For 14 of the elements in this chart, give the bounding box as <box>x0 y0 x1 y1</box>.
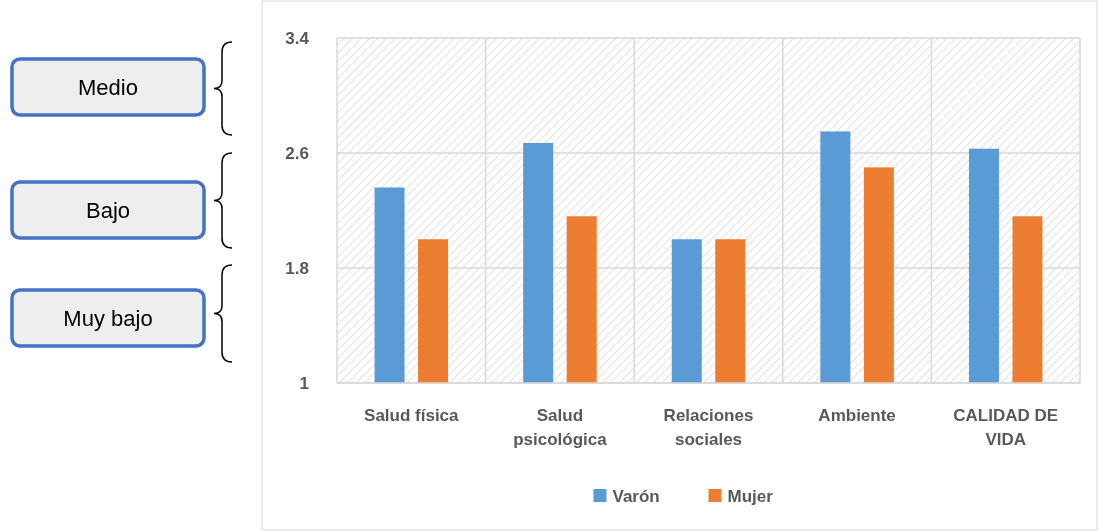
x-tick-label: Salud psicológica <box>513 406 608 449</box>
text: Bajo <box>85 197 131 223</box>
text: Muy bajo <box>63 305 153 331</box>
x-tick-label: CALIDAD DE VIDA <box>953 406 1059 449</box>
legend-label: Mujer <box>727 486 774 506</box>
y-tick-label: 2.6 <box>285 143 309 163</box>
legend-label: Varón <box>612 486 660 506</box>
y-tick-label: 1.8 <box>285 258 309 278</box>
x-tick-label: Ambiente <box>818 406 896 425</box>
x-tick-label: Relaciones sociales <box>663 406 754 449</box>
x-tick-label: Salud física <box>364 406 460 425</box>
y-tick-label: 1 <box>299 373 309 393</box>
text: Medio <box>78 74 138 100</box>
y-tick-label: 3.4 <box>285 28 310 48</box>
